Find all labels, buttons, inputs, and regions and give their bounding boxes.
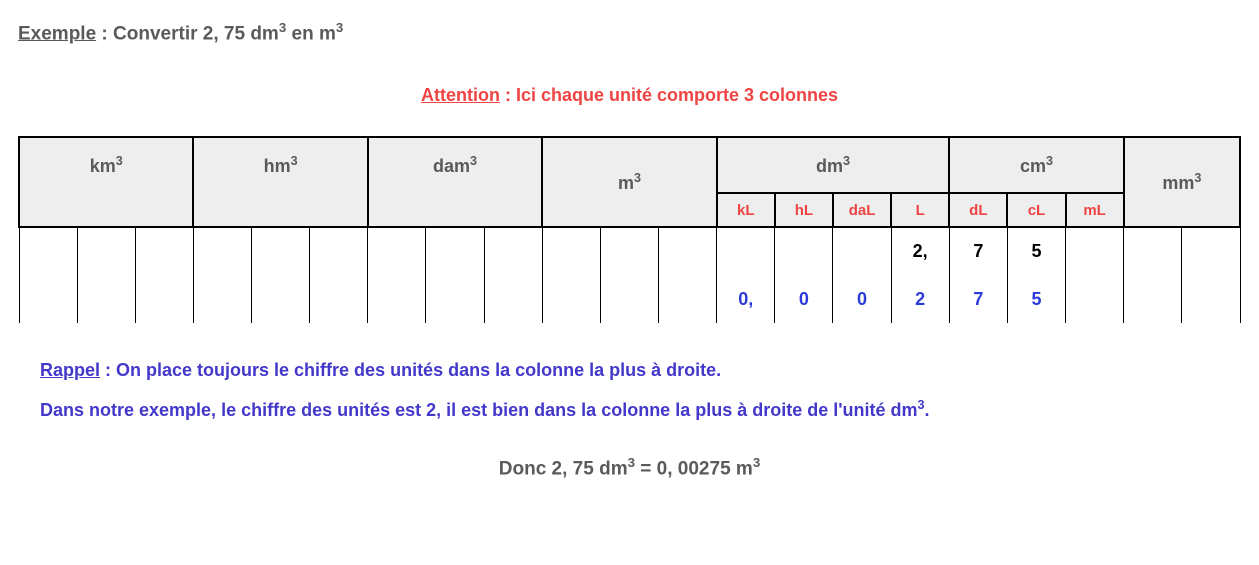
unit-daL: daL <box>833 193 891 227</box>
unit-dam3: dam3 <box>368 137 542 193</box>
unit-m3: m3 <box>542 137 716 227</box>
cell-r2-c15: 0 <box>833 275 891 323</box>
cell-r2-c13: 0, <box>717 275 775 323</box>
conclusion: Donc 2, 75 dm3 = 0, 00275 m3 <box>18 455 1241 480</box>
unit-hL: hL <box>775 193 833 227</box>
data-row-2: 0, 0 0 2 7 5 <box>19 275 1240 323</box>
unit-L: L <box>891 193 949 227</box>
unit-cL: cL <box>1007 193 1065 227</box>
cell-r2-c16: 2 <box>891 275 949 323</box>
attention-label: Attention <box>421 85 500 105</box>
cell-r1-c17: 7 <box>949 227 1007 275</box>
example-title: Exemple : Convertir 2, 75 dm3 en m3 <box>18 20 1241 45</box>
cell-r1-c18: 5 <box>1007 227 1065 275</box>
rappel-line-1: Rappel : On place toujours le chiffre de… <box>40 351 1241 391</box>
rappel-line-2: Dans notre exemple, le chiffre des unité… <box>40 391 1241 431</box>
data-row-1: 2, 7 5 <box>19 227 1240 275</box>
cell-r2-c17: 7 <box>949 275 1007 323</box>
unit-hm3: hm3 <box>193 137 367 193</box>
cell-r2-c14: 0 <box>775 275 833 323</box>
rappel-block: Rappel : On place toujours le chiffre de… <box>40 351 1241 430</box>
cell-r2-c18: 5 <box>1007 275 1065 323</box>
conversion-table: km3 hm3 dam3 m3 dm3 cm3 mm3 kL hL daL L … <box>18 136 1241 323</box>
unit-kL: kL <box>717 193 775 227</box>
unit-mm3: mm3 <box>1124 137 1240 227</box>
header-row: km3 hm3 dam3 m3 dm3 cm3 mm3 <box>19 137 1240 193</box>
unit-km3: km3 <box>19 137 193 193</box>
cell-r1-c16: 2, <box>891 227 949 275</box>
example-label: Exemple <box>18 23 96 44</box>
unit-dm3: dm3 <box>717 137 950 193</box>
attention-line: Attention : Ici chaque unité comporte 3 … <box>18 85 1241 106</box>
unit-mL: mL <box>1066 193 1124 227</box>
unit-dL: dL <box>949 193 1007 227</box>
unit-cm3: cm3 <box>949 137 1123 193</box>
